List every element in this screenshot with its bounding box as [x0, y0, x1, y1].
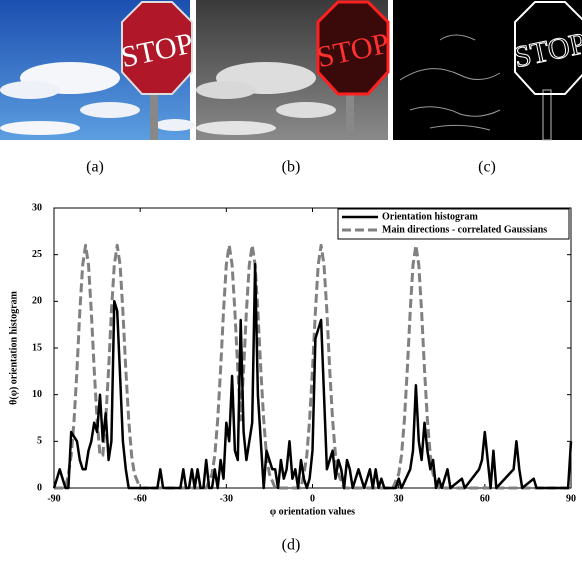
- y-tick-label: 15: [32, 342, 42, 353]
- image-gray: STOP: [196, 0, 392, 140]
- legend-label: Orientation histogram: [382, 211, 478, 222]
- x-tick-label: 0: [310, 493, 315, 504]
- y-tick-label: 20: [32, 296, 42, 307]
- x-tick-label: -30: [220, 493, 233, 504]
- y-tick-label: 10: [32, 389, 42, 400]
- caption: (d): [282, 537, 301, 554]
- caption: (b): [282, 159, 301, 176]
- x-tick-label: -60: [133, 493, 146, 504]
- x-tick-label: -90: [47, 493, 60, 504]
- x-tick-label: 90: [566, 493, 576, 504]
- y-tick-label: 5: [37, 436, 42, 447]
- y-tick-label: 25: [32, 249, 42, 260]
- series-line: [52, 262, 573, 490]
- y-tick-label: 0: [37, 482, 42, 493]
- y-axis-label: θ(φ) orientation histogram: [8, 290, 19, 404]
- caption: (c): [478, 159, 496, 176]
- x-axis-label: φ orientation values: [270, 506, 355, 517]
- chart: 0 5 10 15 20 25 30 -90 -60 -30 0 30 60 90 φ orientatio…: [8, 202, 576, 517]
- series-line: [54, 243, 571, 490]
- y-tick-label: 30: [32, 202, 42, 213]
- image-edges: STOP: [393, 0, 582, 141]
- x-tick-label: 60: [480, 493, 490, 504]
- legend: Orientation histogram Main directions - c…: [337, 208, 570, 240]
- legend-box: [337, 208, 570, 240]
- legend-label: Main directions - correlated Gaussians: [382, 224, 547, 235]
- x-tick-label: 30: [394, 493, 404, 504]
- caption: (a): [86, 159, 104, 176]
- image-color: STOP: [0, 0, 196, 140]
